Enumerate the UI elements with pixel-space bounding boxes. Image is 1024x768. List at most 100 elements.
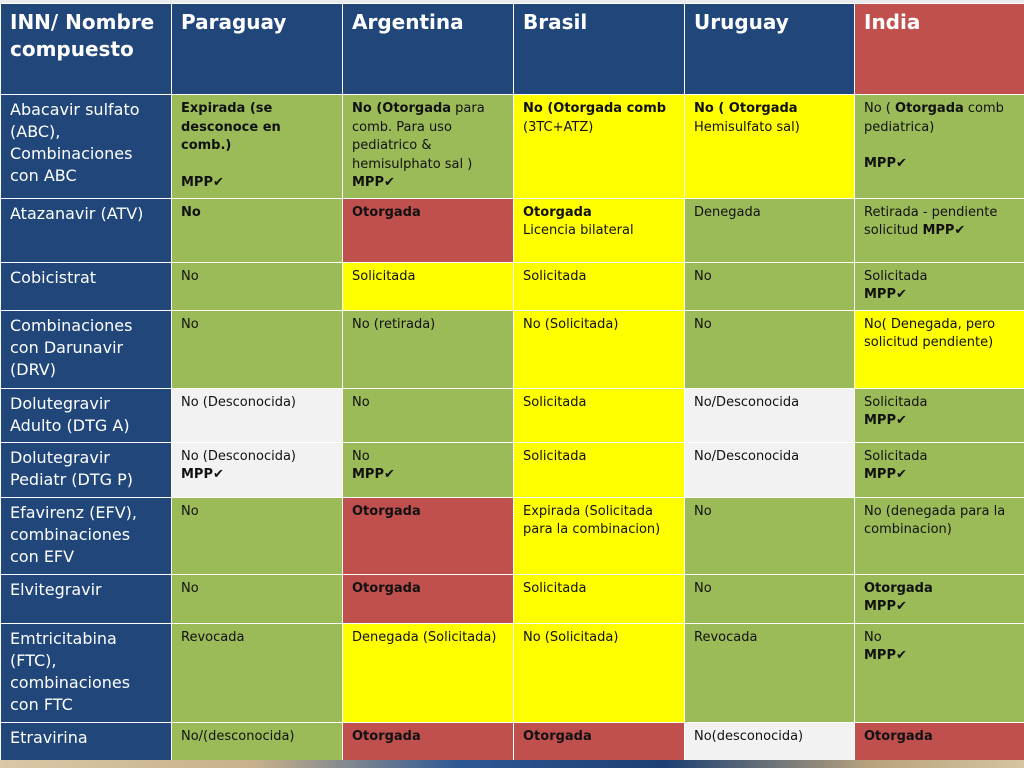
cell-text: No [352, 448, 370, 464]
drug-name: Etravirina [0, 721, 172, 766]
cell-uruguay: Revocada [684, 622, 855, 723]
cell-text: No ( [864, 101, 896, 116]
cell-paraguay: No [171, 261, 343, 311]
cell-argentina: Otorgada [342, 496, 514, 575]
cell-india: Retirada - pendiente solicitud MPP✔ [854, 197, 1024, 263]
table-row: Etravirina No/(desconocida) Otorgada Oto… [0, 721, 1024, 766]
cell-uruguay: No ( Otorgada Hemisulfato sal) [684, 94, 855, 199]
drug-name: Abacavir sulfato (ABC), Combinaciones co… [0, 94, 172, 199]
cell-text: Solicitada [864, 394, 928, 410]
table-row: Elvitegravir No Otorgada Solicitada No O… [0, 573, 1024, 624]
cell-india: Otorgada MPP✔ [854, 573, 1024, 624]
cell-text: Expirada (se desconoce en comb.) [181, 101, 281, 153]
drug-name: Elvitegravir [0, 573, 172, 624]
cell-argentina: Otorgada [342, 197, 514, 263]
cell-paraguay: No [171, 197, 343, 263]
drug-name: Cobicistrat [0, 261, 172, 311]
mpp-badge: MPP✔ [864, 156, 907, 171]
header-brasil: Brasil [513, 3, 685, 95]
mpp-badge: MPP✔ [864, 599, 907, 614]
cell-india: No ( Otorgada comb pediatrica) MPP✔ [854, 94, 1024, 199]
cell-argentina: Otorgada [342, 721, 514, 766]
cell-uruguay: No [684, 309, 855, 389]
cell-text: para comb. Para uso pediatrico & hemisul… [352, 101, 485, 172]
mpp-badge: MPP✔ [181, 174, 224, 190]
cell-text: No (Desconocida) [181, 448, 297, 464]
cell-uruguay: No [684, 261, 855, 311]
drug-name: Atazanavir (ATV) [0, 197, 172, 263]
cell-argentina: No (retirada) [342, 309, 514, 389]
cell-text: Licencia bilateral [523, 223, 634, 238]
cell-argentina: Solicitada [342, 261, 514, 311]
drug-name: Dolutegravir Adulto (DTG A) [0, 387, 172, 443]
cell-india: Solicitada MPP✔ [854, 261, 1024, 311]
table-row: Emtricitabina (FTC), combinaciones con F… [0, 622, 1024, 723]
cell-text: Retirada - pendiente solicitud [864, 204, 998, 239]
table-row: Abacavir sulfato (ABC), Combinaciones co… [0, 94, 1024, 199]
cell-argentina: Denegada (Solicitada) [342, 622, 514, 723]
drug-name: Efavirenz (EFV), combinaciones con EFV [0, 496, 172, 575]
cell-brasil: Solicitada [513, 387, 685, 443]
cell-india: No MPP✔ [854, 622, 1024, 723]
header-paraguay: Paraguay [171, 3, 343, 95]
drug-name: Combinaciones con Darunavir (DRV) [0, 309, 172, 389]
cell-paraguay: No/(desconocida) [171, 721, 343, 766]
cell-brasil: Otorgada Licencia bilateral [513, 197, 685, 263]
drug-name: Dolutegravir Pediatr (DTG P) [0, 441, 172, 498]
mpp-badge: MPP✔ [181, 467, 224, 482]
cell-text-bold: Otorgada [864, 580, 933, 596]
cell-paraguay: No [171, 573, 343, 624]
cell-uruguay: No [684, 573, 855, 624]
cell-text: No [864, 629, 882, 645]
cell-text-bold: No ( Otorgada [694, 101, 798, 116]
table-row: Dolutegravir Adulto (DTG A) No (Desconoc… [0, 387, 1024, 443]
cell-text-bold: No (Otorgada comb [523, 101, 667, 116]
mpp-badge: MPP✔ [922, 223, 966, 238]
table-row: Cobicistrat No Solicitada Solicitada No … [0, 261, 1024, 311]
cell-india: No (denegada para la combinacion) [854, 496, 1024, 575]
cell-india: Solicitada MPP✔ [854, 441, 1024, 498]
cell-argentina: Otorgada [342, 573, 514, 624]
mpp-badge: MPP✔ [864, 413, 907, 428]
cell-brasil: No (Solicitada) [513, 309, 685, 389]
mpp-badge: MPP✔ [864, 467, 907, 482]
cell-text-bold: Otorgada [895, 101, 964, 116]
cell-brasil: No (Otorgada comb (3TC+ATZ) [513, 94, 685, 199]
cell-text: Hemisulfato sal) [694, 119, 800, 135]
cell-brasil: Expirada (Solicitada para la combinacion… [513, 496, 685, 575]
cell-uruguay: No/Desconocida [684, 387, 855, 443]
mpp-badge: MPP✔ [864, 287, 907, 302]
drug-name: Emtricitabina (FTC), combinaciones con F… [0, 622, 172, 723]
cell-text: (3TC+ATZ) [523, 119, 594, 135]
header-row: INN/ Nombre compuesto Paraguay Argentina… [0, 3, 1024, 95]
cell-paraguay: Expirada (se desconoce en comb.) MPP✔ [171, 94, 343, 199]
cell-text: Solicitada [864, 448, 928, 464]
mpp-badge: MPP✔ [352, 175, 395, 190]
header-uruguay: Uruguay [684, 3, 855, 95]
cell-uruguay: Denegada [684, 197, 855, 263]
cell-brasil: Solicitada [513, 441, 685, 498]
cell-paraguay: No [171, 309, 343, 389]
mpp-badge: MPP✔ [864, 648, 907, 663]
background-strip [0, 760, 1024, 768]
cell-text: comb pediatrica) [864, 101, 1004, 135]
header-inn: INN/ Nombre compuesto [0, 3, 172, 95]
cell-brasil: Otorgada [513, 721, 685, 766]
cell-india: No( Denegada, pero solicitud pendiente) [854, 309, 1024, 389]
patent-status-table: INN/ Nombre compuesto Paraguay Argentina… [0, 3, 1024, 766]
header-india: India [854, 3, 1024, 95]
cell-text-bold: No (Otorgada [352, 101, 452, 116]
cell-text-bold: Otorgada [523, 204, 592, 220]
cell-uruguay: No/Desconocida [684, 441, 855, 498]
cell-argentina: No MPP✔ [342, 441, 514, 498]
table-row: Atazanavir (ATV) No Otorgada Otorgada Li… [0, 197, 1024, 263]
table-row: Efavirenz (EFV), combinaciones con EFV N… [0, 496, 1024, 575]
cell-india: Solicitada MPP✔ [854, 387, 1024, 443]
cell-paraguay: No (Desconocida) MPP✔ [171, 441, 343, 498]
cell-brasil: Solicitada [513, 261, 685, 311]
cell-paraguay: Revocada [171, 622, 343, 723]
cell-paraguay: No [171, 496, 343, 575]
cell-argentina: No (Otorgada para comb. Para uso pediatr… [342, 94, 514, 199]
cell-uruguay: No [684, 496, 855, 575]
cell-brasil: No (Solicitada) [513, 622, 685, 723]
